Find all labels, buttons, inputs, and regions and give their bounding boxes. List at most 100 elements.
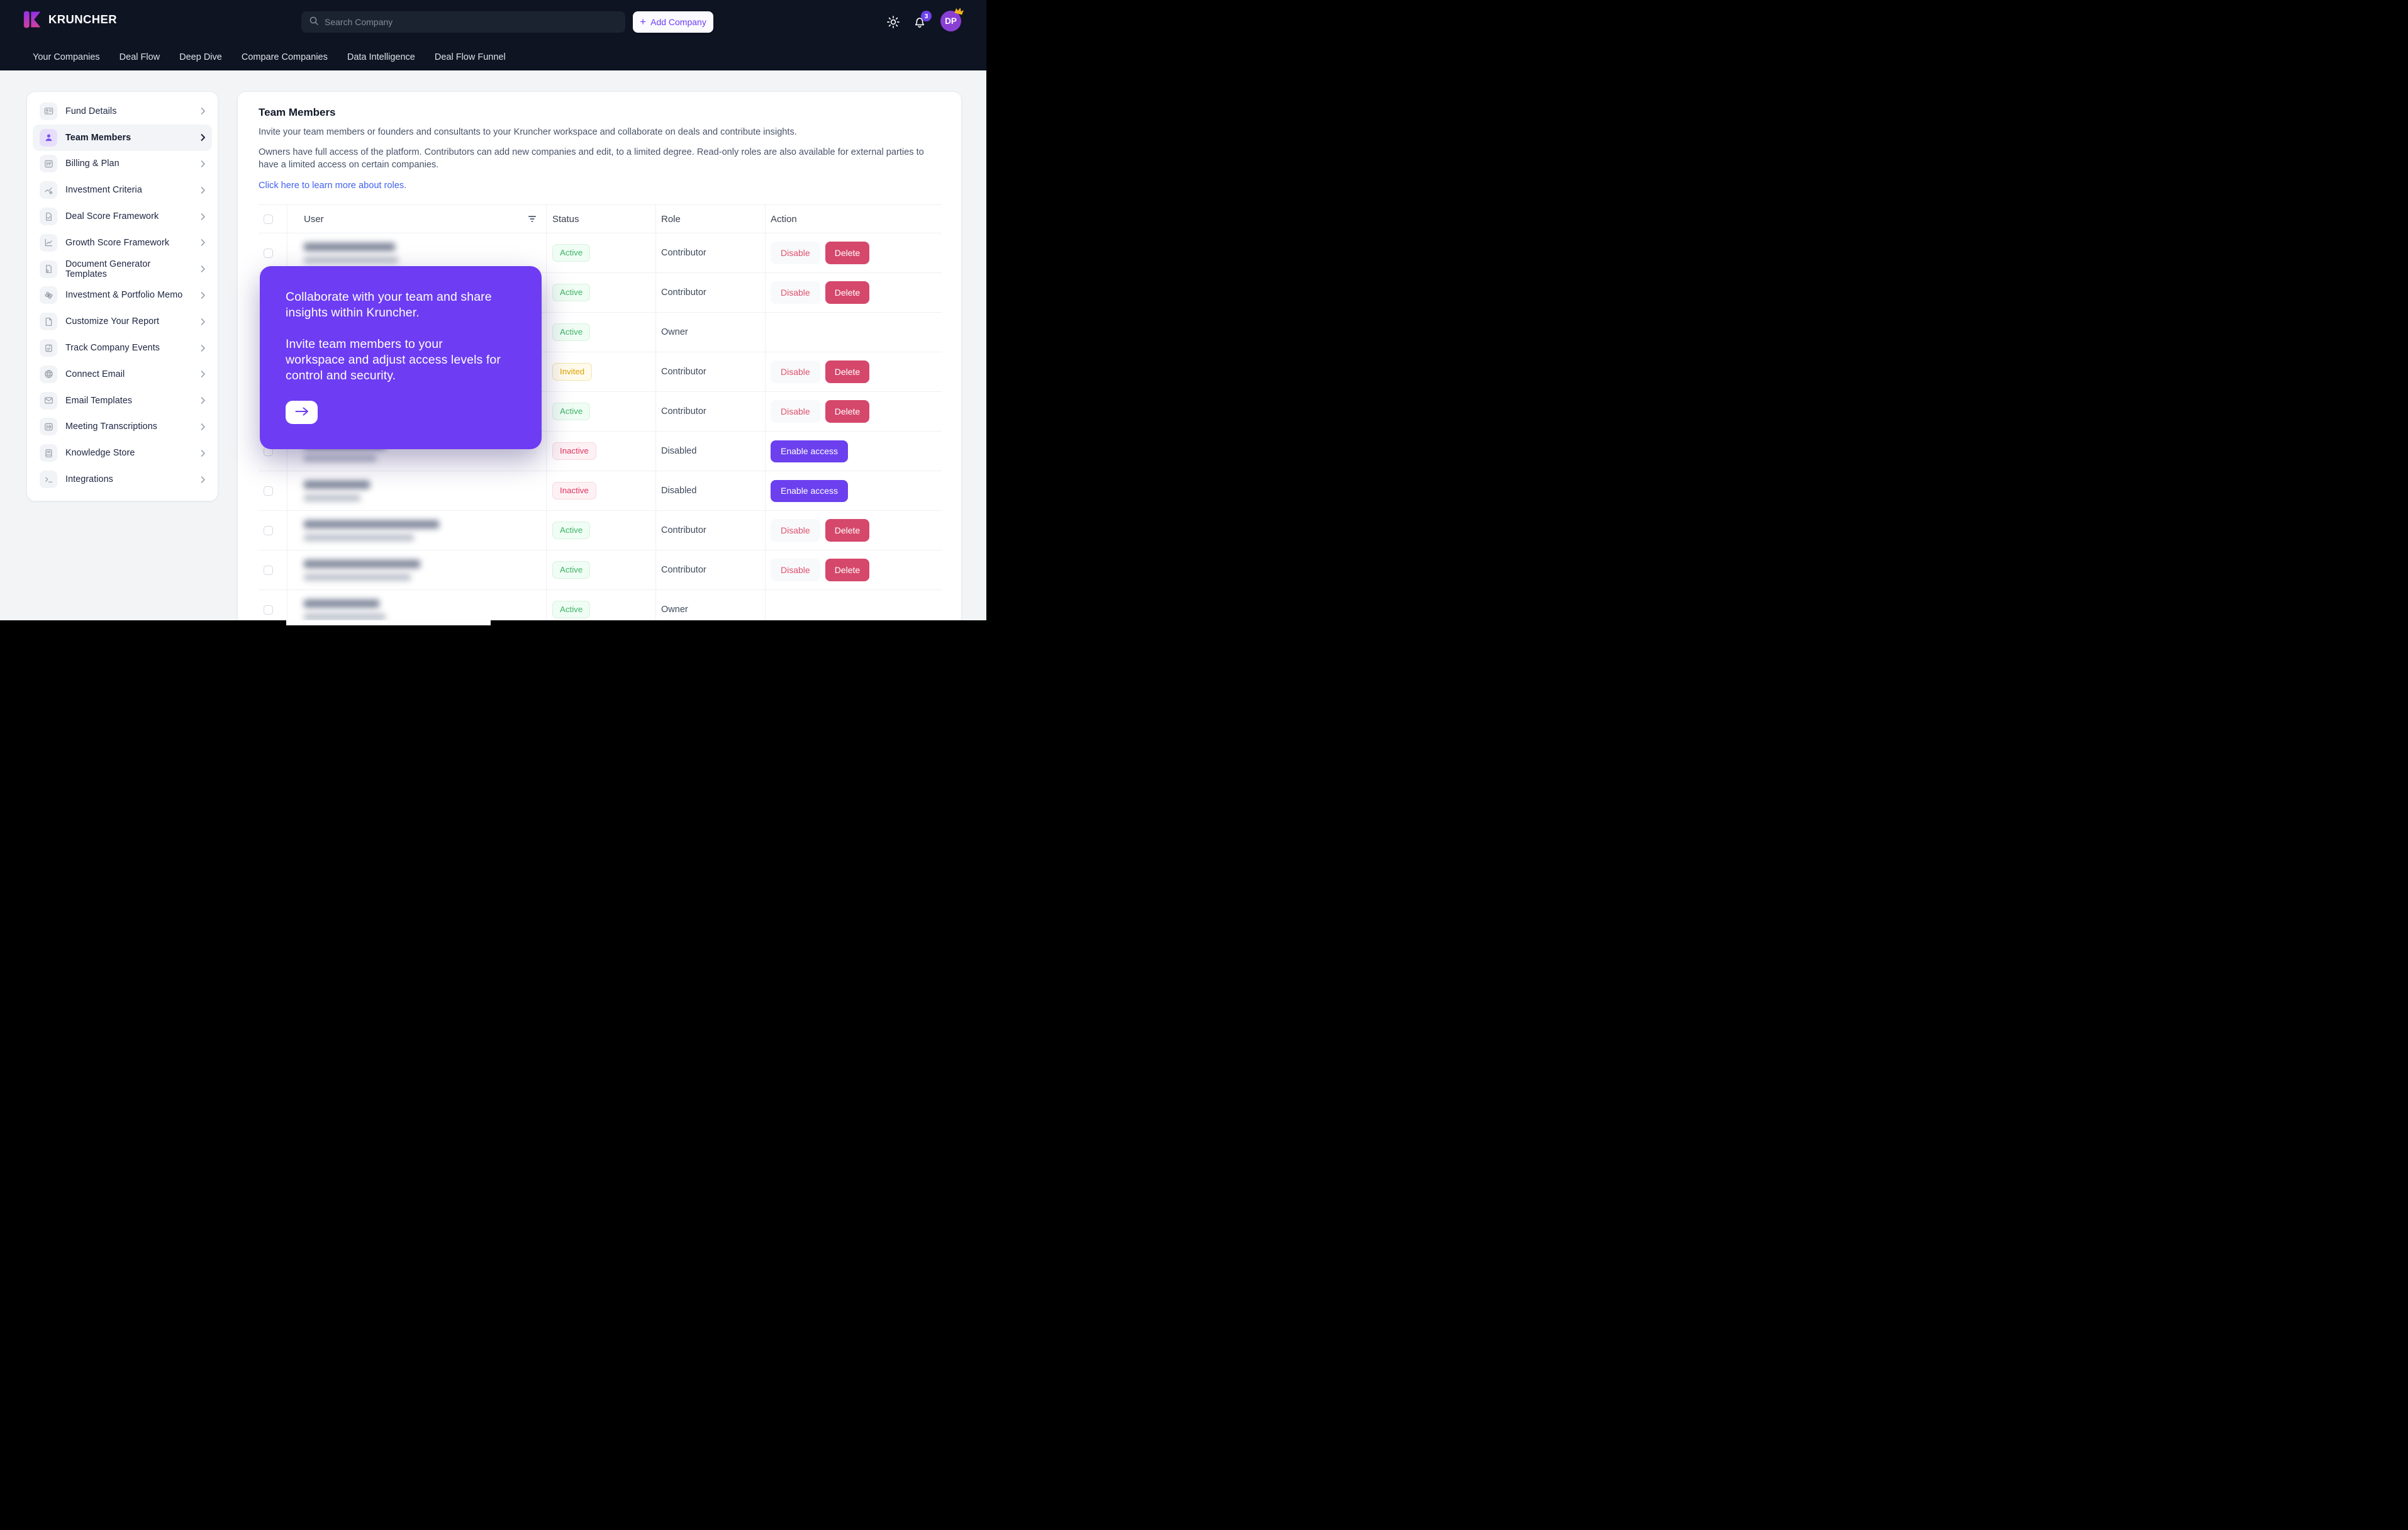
role-label: Disabled — [661, 486, 697, 496]
chevron-right-icon — [201, 107, 206, 115]
sidebar-item-meeting-transcriptions[interactable]: Meeting Transcriptions — [33, 414, 212, 440]
sidebar-item-email-templates[interactable]: Email Templates — [33, 388, 212, 414]
delete-button[interactable]: Delete — [825, 519, 870, 542]
role-label: Contributor — [661, 525, 706, 536]
row-checkbox[interactable] — [264, 605, 273, 615]
disable-button[interactable]: Disable — [771, 519, 820, 542]
disable-button[interactable]: Disable — [771, 242, 820, 265]
team-members-panel: Team Members Invite your team members or… — [237, 91, 962, 627]
nav-item-deep-dive[interactable]: Deep Dive — [179, 52, 222, 62]
sidebar-item-integrations[interactable]: Integrations — [33, 466, 212, 493]
globe-icon — [44, 369, 53, 379]
delete-button[interactable]: Delete — [825, 281, 870, 304]
search-input[interactable] — [325, 17, 618, 27]
column-header-status: Status — [552, 213, 579, 225]
nav-item-your-companies[interactable]: Your Companies — [33, 52, 100, 62]
notifications-bell-icon[interactable] — [913, 15, 927, 29]
role-label: Disabled — [661, 446, 697, 457]
filter-icon[interactable] — [527, 215, 537, 223]
enable-access-button[interactable]: Enable access — [771, 479, 849, 502]
action-cell: Enable access — [765, 471, 942, 511]
row-checkbox[interactable] — [264, 525, 273, 535]
chevron-right-icon — [201, 160, 206, 168]
chevron-right-icon — [201, 370, 206, 378]
sidebar-item-investment-portfolio-memo[interactable]: Investment & Portfolio Memo — [33, 282, 212, 309]
chevron-right-icon — [201, 449, 206, 457]
sidebar-item-knowledge-store[interactable]: Knowledge Store — [33, 440, 212, 466]
chevron-right-icon — [201, 396, 206, 405]
nav-item-deal-flow-funnel[interactable]: Deal Flow Funnel — [434, 52, 506, 62]
brand[interactable]: KRUNCHER — [23, 10, 117, 29]
action-cell: Disable Delete — [765, 352, 942, 392]
role-label: Contributor — [661, 288, 706, 298]
delete-button[interactable]: Delete — [825, 400, 870, 423]
sidebar-item-growth-score-framework[interactable]: Growth Score Framework — [33, 230, 212, 256]
header-role-cell: Role — [655, 205, 765, 233]
sidebar-item-team-members[interactable]: Team Members — [33, 124, 212, 151]
chevron-right-icon — [201, 476, 206, 484]
onboarding-popover: Collaborate with your team and share ins… — [260, 266, 542, 449]
sidebar-item-billing-plan[interactable]: Billing & Plan — [33, 151, 212, 177]
add-company-button[interactable]: + Add Company — [633, 11, 713, 33]
redacted-user-email — [304, 573, 411, 581]
sidebar-item-investment-criteria[interactable]: Investment Criteria — [33, 177, 212, 203]
sidebar-item-track-company-events[interactable]: Track Company Events — [33, 335, 212, 361]
chevron-right-icon — [201, 133, 206, 142]
disable-button[interactable]: Disable — [771, 360, 820, 384]
user-avatar[interactable]: DP — [940, 11, 961, 31]
action-cell: Disable Delete — [765, 273, 942, 313]
file-icon — [44, 317, 53, 327]
nav-item-data-intelligence[interactable]: Data Intelligence — [347, 52, 415, 62]
chevron-right-icon — [201, 423, 206, 431]
settings-sidebar: Fund Details Team Members Billing & Plan… — [26, 91, 218, 501]
status-badge: Active — [552, 561, 591, 579]
row-checkbox[interactable] — [264, 248, 273, 258]
settings-gear-icon[interactable] — [886, 15, 900, 29]
sidebar-item-deal-score-framework[interactable]: Deal Score Framework — [33, 203, 212, 230]
select-all-checkbox[interactable] — [264, 214, 273, 224]
sidebar-item-fund-details[interactable]: Fund Details — [33, 98, 212, 125]
disable-button[interactable]: Disable — [771, 400, 820, 423]
chevron-right-icon — [201, 344, 206, 352]
redacted-user-name — [304, 559, 420, 568]
bottom-letterbox — [0, 620, 986, 627]
arrow-right-icon — [294, 406, 309, 418]
row-checkbox[interactable] — [264, 486, 273, 496]
sidebar-item-connect-email[interactable]: Connect Email — [33, 361, 212, 388]
action-cell: Disable Delete — [765, 392, 942, 432]
notification-badge: 3 — [921, 11, 932, 21]
delete-button[interactable]: Delete — [825, 360, 870, 384]
main-nav: Your Companies Deal Flow Deep Dive Compa… — [33, 43, 506, 70]
search-bar[interactable] — [301, 11, 625, 33]
action-cell: Enable access — [765, 432, 942, 471]
delete-button[interactable]: Delete — [825, 242, 870, 265]
delete-button[interactable]: Delete — [825, 559, 870, 582]
redacted-user-email — [304, 454, 376, 462]
redacted-user-email — [304, 613, 386, 620]
redacted-user-email — [304, 494, 360, 501]
plus-icon: + — [640, 16, 647, 28]
crown-icon — [952, 6, 966, 20]
popover-next-button[interactable] — [286, 401, 318, 424]
topbar: KRUNCHER + Add Company 3 DP Your Compani… — [0, 0, 986, 70]
disable-button[interactable]: Disable — [771, 281, 820, 304]
status-badge: Inactive — [552, 482, 596, 500]
sidebar-item-document-generator-templates[interactable]: Document Generator Templates — [33, 256, 212, 282]
user-icon — [44, 133, 53, 142]
terminal-icon — [44, 475, 53, 484]
letterbox-notch — [286, 620, 491, 625]
chevron-right-icon — [201, 318, 206, 326]
file-clip-icon — [44, 264, 53, 274]
row-checkbox[interactable] — [264, 565, 273, 575]
disable-button[interactable]: Disable — [771, 559, 820, 582]
nav-item-compare-companies[interactable]: Compare Companies — [241, 52, 328, 62]
table-header-row: User Status Role Action — [259, 205, 942, 234]
chevron-right-icon — [201, 291, 206, 299]
sidebar-item-customize-your-report[interactable]: Customize Your Report — [33, 308, 212, 335]
roles-link[interactable]: Click here to learn more about roles. — [259, 181, 407, 191]
status-badge: Active — [552, 522, 591, 540]
redacted-user-email — [304, 256, 398, 264]
line-chart-icon — [44, 238, 53, 247]
nav-item-deal-flow[interactable]: Deal Flow — [119, 52, 160, 62]
enable-access-button[interactable]: Enable access — [771, 440, 849, 462]
